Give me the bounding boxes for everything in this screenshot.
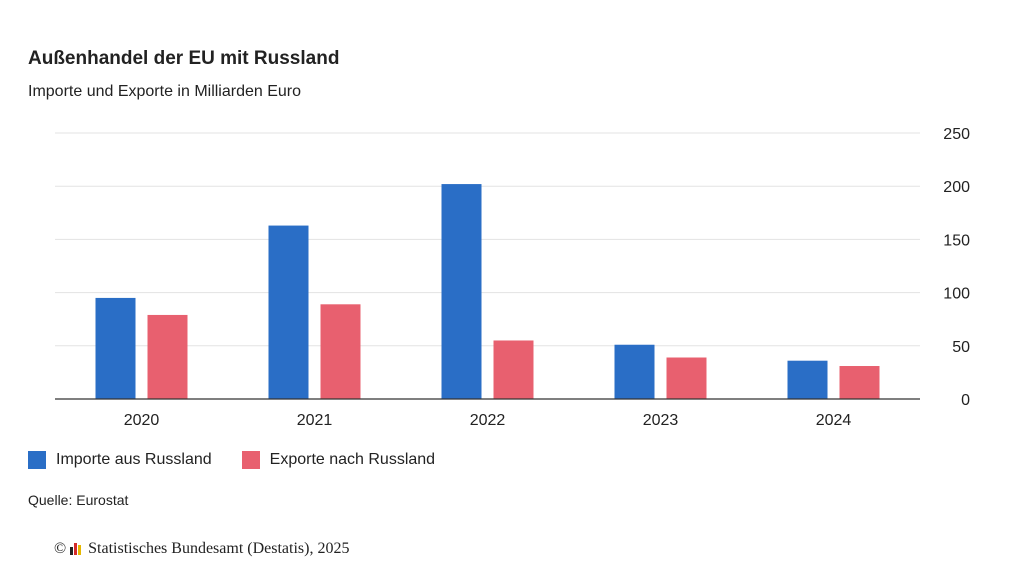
y-tick-label: 50 [952,339,970,356]
chart-title: Außenhandel der EU mit Russland [28,48,340,69]
logo-bar-1 [70,547,74,555]
bar-imports-2021 [268,225,309,399]
chart-subtitle: Importe und Exporte in Milliarden Euro [28,83,302,100]
bar-exports-2020 [147,314,188,399]
copyright-line: © Statistisches Bundesamt (Destatis), 20… [54,540,349,558]
x-tick-label: 2024 [816,412,852,429]
destatis-logo-icon [70,543,82,555]
source-note: Quelle: Eurostat [28,492,129,508]
x-tick-label: 2021 [297,412,333,429]
legend-item-exports: Exporte nach Russland [241,451,436,469]
bar-imports-2023 [614,344,655,399]
bar-imports-2020 [95,297,136,399]
x-tick-label: 2020 [124,412,160,429]
x-tick-label: 2022 [470,412,506,429]
legend-item-imports: Importe aus Russland [28,451,212,469]
copyright-symbol: © [54,540,67,557]
y-tick-label: 150 [943,232,970,249]
logo-bar-2 [74,543,78,555]
y-tick-label: 100 [943,286,970,303]
copyright-text: Statistisches Bundesamt (Destatis), 2025 [88,540,350,557]
bar-exports-2024 [839,366,880,399]
legend: Importe aus Russland Exporte nach Russla… [28,451,465,469]
legend-swatch-exports [241,451,260,469]
bar-exports-2021 [320,304,361,399]
y-tick-label: 200 [943,179,970,196]
bar-imports-2022 [441,184,482,399]
bar-exports-2022 [493,340,534,399]
bar-chart: 0 50 100 150 200 250 2020 2021 2022 2023 2024 [55,126,970,429]
bar-exports-2023 [666,357,707,399]
y-tick-label: 0 [961,392,970,409]
y-tick-label: 250 [943,126,970,143]
x-tick-label: 2023 [643,412,679,429]
logo-bar-3 [78,545,82,555]
legend-label-exports: Exporte nach Russland [269,451,436,468]
legend-swatch-imports [28,451,46,469]
legend-label-imports: Importe aus Russland [56,451,212,468]
bar-imports-2024 [787,360,828,399]
